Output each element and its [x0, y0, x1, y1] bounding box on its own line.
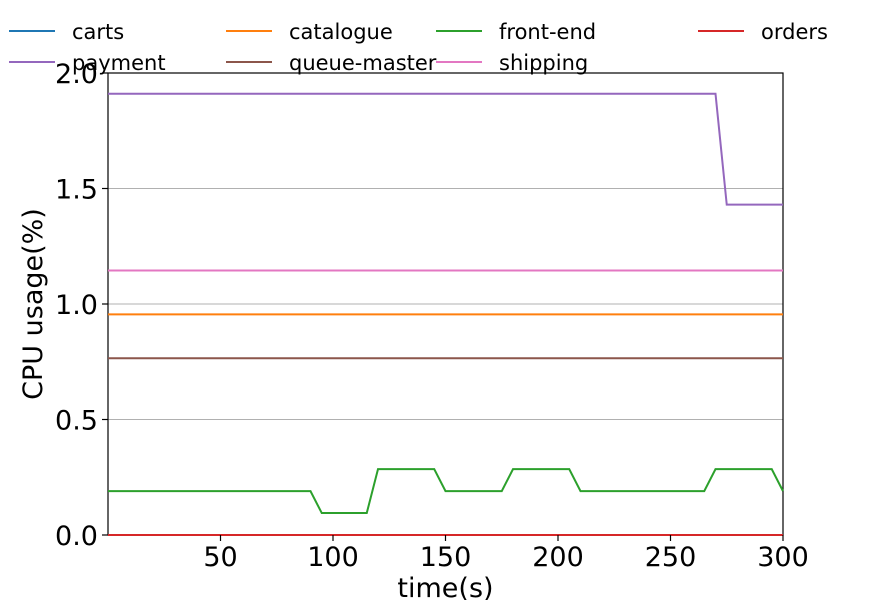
legend-label-payment: payment	[72, 51, 166, 75]
x-tick-label: 250	[645, 542, 697, 573]
y-tick-label: 0.5	[55, 406, 98, 437]
x-tick-label: 100	[307, 542, 359, 573]
y-tick-label: 1.5	[55, 175, 98, 206]
legend-label-catalogue: catalogue	[289, 20, 393, 44]
series-lines	[108, 92, 784, 536]
legend-label-front-end: front-end	[499, 20, 596, 44]
y-tick-label: 2.0	[55, 59, 98, 90]
legend-label-shipping: shipping	[499, 51, 588, 75]
axis-ticks: 0.0 0.5 1.0 1.5 2.0 50 100 150 200 250 300	[55, 59, 809, 573]
x-tick-label: 150	[420, 542, 472, 573]
series-line-front-end	[108, 468, 784, 515]
x-tick-label: 50	[203, 542, 237, 573]
y-tick-label: 1.0	[55, 290, 98, 321]
x-tick-label: 200	[532, 542, 584, 573]
gridlines	[108, 72, 783, 536]
x-axis-title: time(s)	[397, 573, 493, 600]
y-tick-label: 0.0	[55, 521, 98, 552]
legend-label-carts: carts	[72, 20, 124, 44]
legend: carts catalogue front-end orders payment queu…	[9, 20, 828, 75]
x-tick-label: 300	[757, 542, 809, 573]
series-line-payment	[108, 92, 783, 206]
legend-label-queue-master: queue-master	[289, 51, 437, 75]
y-axis-title: CPU usage(%)	[18, 208, 49, 400]
legend-label-orders: orders	[761, 20, 828, 44]
